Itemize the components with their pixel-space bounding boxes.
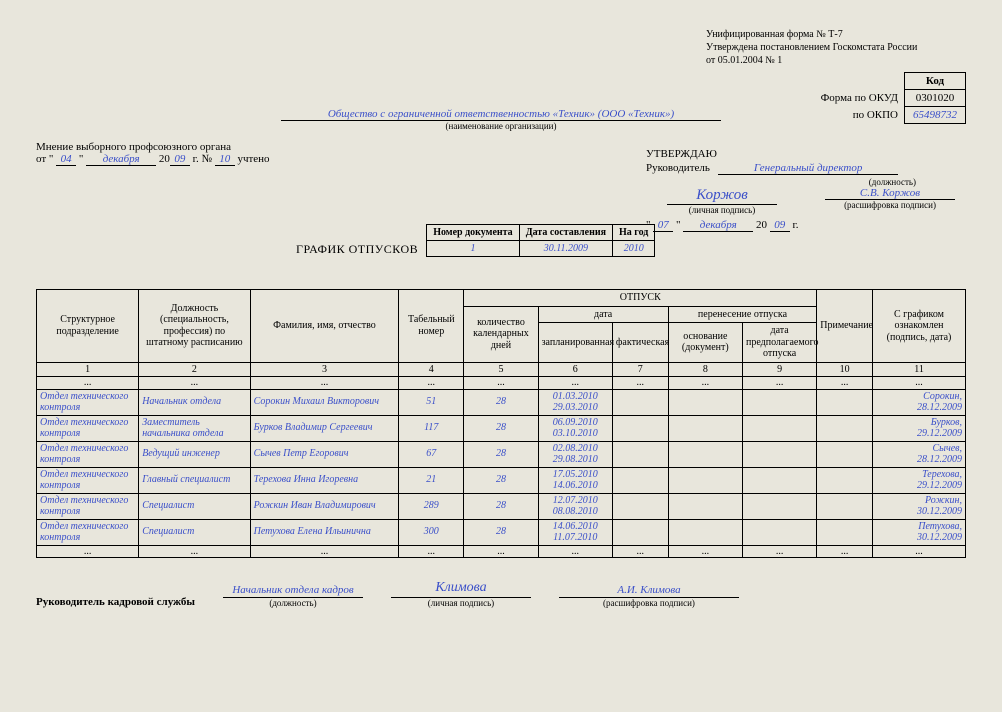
meta-date: 30.11.2009 <box>519 241 612 257</box>
approve-ruk-label: Руководитель <box>646 162 710 174</box>
opinion-day: 04 <box>56 153 76 166</box>
colnum-row: 12 34 56 78 910 11 <box>37 362 966 377</box>
code-box: Код Форма по ОКУД0301020 по ОКПО65498732 <box>813 72 966 124</box>
okud-label: Форма по ОКУД <box>813 90 905 107</box>
th-newdate: дата предполагаемого отпуска <box>742 323 816 363</box>
okpo-label: по ОКПО <box>813 107 905 124</box>
dot-row: ................................. <box>37 545 966 558</box>
th-basis: основание (документ) <box>668 323 742 363</box>
footer-position: Начальник отдела кадров <box>223 584 363 598</box>
approve-block: УТВЕРЖДАЮ Руководитель Генеральный дирек… <box>646 148 966 234</box>
ack-signature: Рожкин,30.12.2009 <box>873 493 966 519</box>
approve-month: декабря <box>683 219 753 232</box>
th-unit: Структурное подразделение <box>37 290 139 363</box>
footer-pos-sub: (должность) <box>223 598 363 608</box>
table-row: Отдел технического контроляВедущий инжен… <box>37 441 966 467</box>
meta-date-label: Дата составления <box>519 225 612 241</box>
dot-row: ................................. <box>37 377 966 390</box>
th-actual: фактическая <box>612 323 668 363</box>
kod-label: Код <box>905 73 966 90</box>
approve-title: УТВЕРЖДАЮ <box>646 148 966 160</box>
approve-g: г. <box>793 219 799 231</box>
th-days: количество календарных дней <box>464 306 538 362</box>
organization-name: Общество с ограниченной ответственностью… <box>281 108 721 121</box>
approve-position: Генеральный директор <box>718 162 898 175</box>
th-fio: Фамилия, имя, отчество <box>250 290 399 363</box>
th-tabno: Табельный номер <box>399 290 464 363</box>
page: Унифицированная форма № Т-7 Утверждена п… <box>0 0 1002 712</box>
opinion-month: декабря <box>86 153 156 166</box>
approve-sign: Коржов <box>667 187 777 205</box>
approve-decipher-sub: (расшифровка подписи) <box>814 200 966 210</box>
th-position: Должность (специальность, профессия) по … <box>139 290 250 363</box>
opinion-ot: от <box>36 153 46 165</box>
meta-table: Номер документа Дата составления На год … <box>426 224 655 257</box>
okpo-value: 65498732 <box>905 107 966 124</box>
approve-pos-sub: (должность) <box>646 177 966 187</box>
approve-decipher: С.В. Коржов <box>825 187 955 200</box>
approve-yy: 09 <box>770 219 790 232</box>
doc-title: ГРАФИК ОТПУСКОВ <box>296 242 418 257</box>
table-row: Отдел технического контроляНачальник отд… <box>37 389 966 415</box>
footer-decipher-sub: (расшифровка подписи) <box>559 598 739 608</box>
table-row: Отдел технического контроляГлавный специ… <box>37 467 966 493</box>
opinion-century: 20 <box>159 153 170 165</box>
opinion-uchteno: учтено <box>237 153 269 165</box>
ack-signature: Сычев,28.12.2009 <box>873 441 966 467</box>
opinion-no: 10 <box>215 153 235 166</box>
footer-sign-value: Климова <box>391 580 531 598</box>
table-row: Отдел технического контроляСпециалистРож… <box>37 493 966 519</box>
th-transfer: перенесение отпуска <box>668 306 817 323</box>
th-date: дата <box>538 306 668 323</box>
vacation-table: Структурное подразделение Должность (спе… <box>36 289 966 558</box>
okud-value: 0301020 <box>905 90 966 107</box>
form-header-line: от 05.01.2004 № 1 <box>706 54 966 67</box>
ack-signature: Бурков,29.12.2009 <box>873 415 966 441</box>
th-note: Примечание <box>817 290 873 363</box>
footer-decipher: А.И. Климова <box>559 584 739 598</box>
th-ack: С графиком ознакомлен (подпись, дата) <box>873 290 966 363</box>
ack-signature: Сорокин,28.12.2009 <box>873 389 966 415</box>
footer-sign-sub: (личная подпись) <box>391 598 531 608</box>
meta-docno: 1 <box>427 241 520 257</box>
th-planned: запланированная <box>538 323 612 363</box>
approve-century: 20 <box>756 219 767 231</box>
meta-year: 2010 <box>613 241 655 257</box>
th-vacation: ОТПУСК <box>464 290 817 307</box>
opinion-gno: г. № <box>193 153 212 165</box>
ack-signature: Терехова,29.12.2009 <box>873 467 966 493</box>
footer-sign: Руководитель кадровой службы Начальник о… <box>36 580 966 608</box>
approve-day: 07 <box>653 219 673 232</box>
table-row: Отдел технического контроляСпециалистПет… <box>37 519 966 545</box>
ack-signature: Петухова,30.12.2009 <box>873 519 966 545</box>
form-header-line: Утверждена постановлением Госкомстата Ро… <box>706 41 966 54</box>
approve-sign-sub: (личная подпись) <box>646 205 798 215</box>
form-header-line: Унифицированная форма № Т-7 <box>706 28 966 41</box>
form-header: Унифицированная форма № Т-7 Утверждена п… <box>706 28 966 67</box>
opinion-yy: 09 <box>170 153 190 166</box>
footer-title: Руководитель кадровой службы <box>36 596 195 608</box>
table-row: Отдел технического контроляЗаместитель н… <box>37 415 966 441</box>
meta-docno-label: Номер документа <box>427 225 520 241</box>
